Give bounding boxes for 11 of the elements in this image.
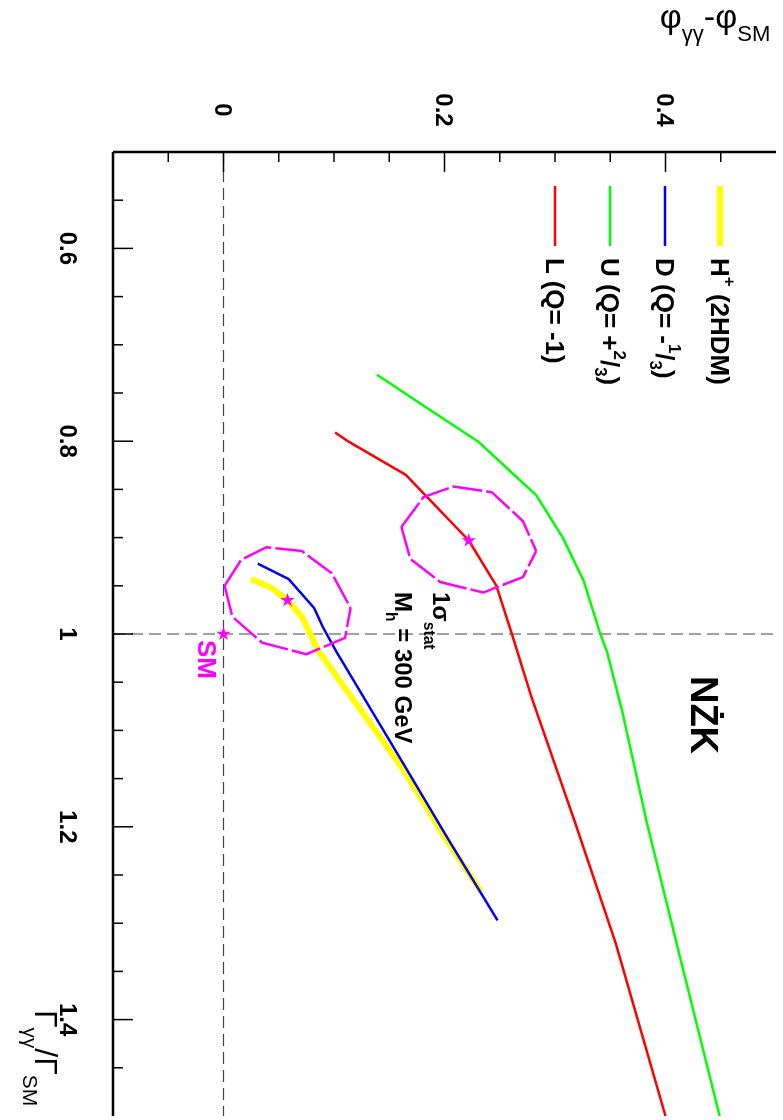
y-tick-label: 0.6	[54, 231, 82, 266]
y-tick-label: 0.8	[54, 424, 82, 458]
x-tick-label: 0.4	[652, 93, 679, 128]
legend-label: L (Q= -1)	[540, 258, 570, 364]
y-tick-label: 1	[54, 627, 82, 641]
x-tick-label: 0	[210, 103, 237, 117]
annotation: NŻK	[683, 675, 725, 755]
y-tick-label: 1.2	[54, 810, 82, 844]
x-axis-title: φ$_{γγ}$-φ$_{SM}$	[659, 0, 771, 46]
annotation: SM	[191, 640, 222, 679]
x-tick-label: 0.2	[431, 93, 458, 127]
